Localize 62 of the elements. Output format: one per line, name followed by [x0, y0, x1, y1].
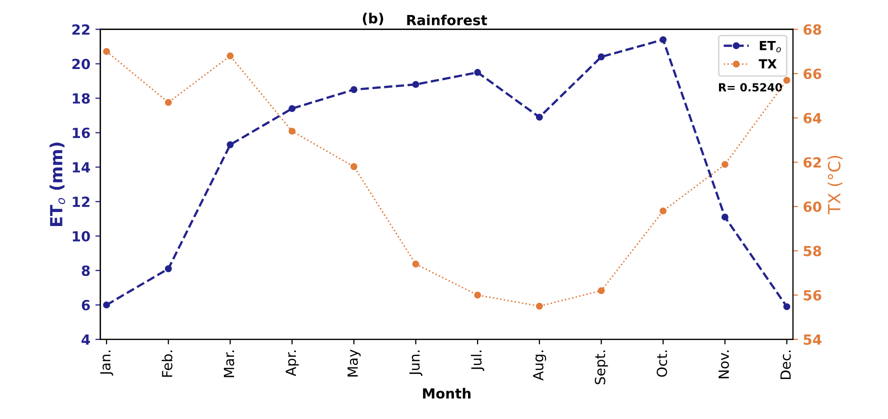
y-tick-label: 12 [72, 196, 90, 207]
x-tick-label: Jan. [100, 350, 114, 376]
point [536, 302, 543, 310]
y-tick-label: 10 [72, 231, 90, 242]
y-tick-label: 8 [82, 265, 90, 276]
point [660, 207, 667, 214]
point [164, 98, 172, 106]
y-axis-title: ET$_{o}$ (mm) [50, 142, 66, 226]
x-tick-label: May [348, 350, 361, 376]
x-tick-label: Oct. [656, 350, 668, 377]
x-tick-label: Mar. [224, 350, 234, 378]
point [350, 163, 358, 170]
point [226, 141, 234, 148]
x-axis-title: Month [423, 388, 470, 399]
x-tick-label: Feb. [162, 350, 172, 377]
point [783, 303, 790, 310]
point [103, 301, 110, 308]
point [598, 53, 605, 60]
y-tick-label: 18 [72, 93, 90, 104]
point [103, 48, 110, 55]
x-tick-label: Dec. [780, 350, 791, 380]
point [412, 260, 420, 268]
annotation: R= 0.5240 [719, 83, 782, 92]
text: (b) [362, 12, 384, 26]
point [536, 114, 543, 121]
y2-tick-label: 58 [804, 246, 822, 256]
y2-tick-label: 68 [804, 24, 822, 35]
y-tick-label: 14 [72, 162, 90, 172]
y2-tick-label: 54 [804, 334, 822, 345]
point [598, 287, 605, 294]
point [288, 128, 296, 135]
y2-tick-label: 66 [804, 68, 822, 80]
x-tick-label: Jun. [409, 350, 422, 376]
point [350, 86, 358, 94]
x-tick-label: Aug. [533, 350, 546, 381]
x-tick-label: Apr. [286, 350, 299, 376]
point [474, 292, 482, 299]
y-tick-label: 6 [82, 300, 90, 310]
point [226, 52, 234, 60]
x-tick-label: Sept. [594, 350, 608, 384]
x-tick-label: Nov. [718, 350, 729, 378]
x-tick-label: Jul. [470, 350, 484, 371]
y-tick-label: 22 [72, 24, 90, 35]
point [412, 80, 420, 88]
point [164, 265, 172, 272]
point [721, 160, 728, 168]
legend-label: TX [758, 59, 777, 68]
y-tick-label: 20 [72, 58, 90, 70]
y2-tick-label: 62 [804, 157, 821, 168]
point [721, 214, 728, 221]
y2-tick-label: 60 [804, 201, 822, 212]
point [783, 76, 790, 84]
point [474, 68, 482, 76]
legend-label: ET$_{o}$ [760, 40, 781, 52]
point [288, 105, 296, 112]
y2-tick-label: 64 [804, 112, 822, 124]
chart-title: Rainforest [407, 14, 488, 26]
point [660, 36, 667, 44]
y-tick-label: 16 [72, 128, 90, 138]
y-tick-label: 4 [82, 334, 90, 345]
y2-tick-label: 56 [804, 290, 822, 301]
y2-axis-title: TX (°C) [828, 156, 842, 214]
